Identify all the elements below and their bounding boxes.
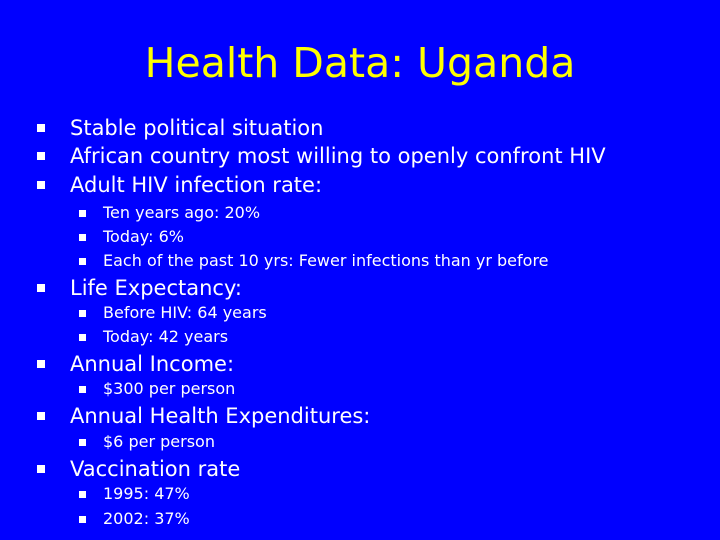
square-bullet-icon xyxy=(79,438,86,446)
square-bullet-icon xyxy=(79,490,86,498)
sub-bullet-item: Today: 6% xyxy=(79,225,184,249)
bullet-item: Annual Health Expenditures: xyxy=(37,402,371,430)
square-bullet-icon xyxy=(79,233,86,241)
sub-bullet-text: 2002: 37% xyxy=(103,509,190,528)
square-bullet-icon xyxy=(79,385,86,393)
bullet-item: African country most willing to openly c… xyxy=(37,142,606,170)
bullet-text: African country most willing to openly c… xyxy=(70,144,606,168)
sub-bullet-item: Before HIV: 64 years xyxy=(79,301,267,325)
square-bullet-icon xyxy=(79,309,86,317)
bullet-item: Stable political situation xyxy=(37,114,324,142)
sub-bullet-text: Today: 6% xyxy=(103,227,184,246)
bullet-text: Stable political situation xyxy=(70,116,324,140)
sub-bullet-item: $300 per person xyxy=(79,377,236,401)
sub-bullet-text: Each of the past 10 yrs: Fewer infection… xyxy=(103,251,549,270)
sub-bullet-text: Today: 42 years xyxy=(103,327,229,346)
square-bullet-icon xyxy=(37,152,45,160)
bullet-item: Life Expectancy: xyxy=(37,274,242,302)
square-bullet-icon xyxy=(37,360,45,368)
sub-bullet-item: Today: 42 years xyxy=(79,325,229,349)
sub-bullet-item: 2002: 37% xyxy=(79,507,190,531)
sub-bullet-text: Before HIV: 64 years xyxy=(103,303,267,322)
sub-bullet-item: Each of the past 10 yrs: Fewer infection… xyxy=(79,249,549,273)
sub-bullet-item: Ten years ago: 20% xyxy=(79,201,261,225)
square-bullet-icon xyxy=(37,284,45,292)
square-bullet-icon xyxy=(79,257,86,265)
sub-bullet-text: Ten years ago: 20% xyxy=(103,203,261,222)
bullet-text: Life Expectancy: xyxy=(70,276,242,300)
bullet-item: Annual Income: xyxy=(37,350,235,378)
bullet-item: Adult HIV infection rate: xyxy=(37,171,323,199)
square-bullet-icon xyxy=(37,412,45,420)
bullet-text: Annual Income: xyxy=(70,352,235,376)
sub-bullet-text: $300 per person xyxy=(103,379,236,398)
sub-bullet-item: $6 per person xyxy=(79,430,215,454)
square-bullet-icon xyxy=(79,333,86,341)
bullet-text: Vaccination rate xyxy=(70,457,241,481)
square-bullet-icon xyxy=(37,181,45,189)
square-bullet-icon xyxy=(37,465,45,473)
bullet-text: Adult HIV infection rate: xyxy=(70,173,323,197)
square-bullet-icon xyxy=(79,209,86,217)
bullet-item: Vaccination rate xyxy=(37,455,241,483)
sub-bullet-item: 1995: 47% xyxy=(79,482,190,506)
sub-bullet-text: 1995: 47% xyxy=(103,484,190,503)
square-bullet-icon xyxy=(37,124,45,132)
square-bullet-icon xyxy=(79,515,86,523)
sub-bullet-text: $6 per person xyxy=(103,432,215,451)
bullet-text: Annual Health Expenditures: xyxy=(70,404,371,428)
slide-title: Health Data: Uganda xyxy=(144,39,576,87)
